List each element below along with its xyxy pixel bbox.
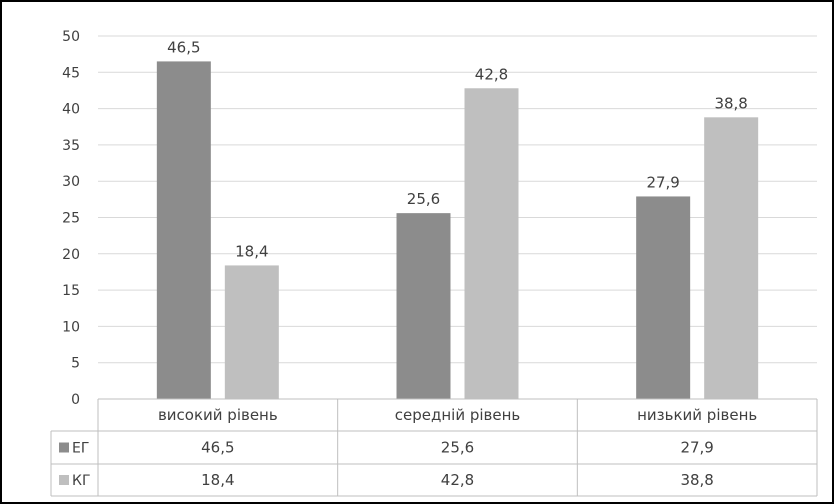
table-value: 46,5 bbox=[201, 439, 234, 457]
series-name: КГ bbox=[72, 473, 90, 489]
bar bbox=[156, 61, 211, 399]
y-tick-label: 35 bbox=[62, 138, 80, 154]
category-label: середній рівень bbox=[395, 406, 521, 424]
data-label: 42,8 bbox=[475, 65, 508, 83]
y-tick-label: 25 bbox=[62, 211, 80, 227]
y-tick-label: 30 bbox=[62, 174, 80, 190]
y-tick-label: 45 bbox=[62, 65, 80, 81]
y-tick-label: 15 bbox=[62, 283, 80, 299]
data-label: 18,4 bbox=[235, 242, 268, 260]
data-label: 25,6 bbox=[407, 190, 440, 208]
y-tick-label: 20 bbox=[62, 247, 80, 263]
bar bbox=[224, 265, 279, 399]
bar bbox=[704, 117, 759, 399]
bar bbox=[636, 196, 691, 399]
table-value: 38,8 bbox=[680, 471, 713, 489]
table-value: 27,9 bbox=[680, 439, 713, 457]
y-tick-label: 10 bbox=[62, 319, 80, 335]
legend-key bbox=[59, 442, 69, 453]
table-value: 18,4 bbox=[201, 471, 234, 489]
bar bbox=[396, 213, 451, 399]
category-label: високий рівень bbox=[158, 406, 278, 424]
y-tick-label: 40 bbox=[62, 102, 80, 118]
category-label: низький рівень bbox=[637, 406, 757, 424]
legend-key bbox=[59, 475, 69, 485]
data-label: 38,8 bbox=[714, 94, 747, 112]
table-value: 25,6 bbox=[441, 439, 474, 457]
y-tick-label: 50 bbox=[62, 29, 80, 45]
y-tick-label: 0 bbox=[71, 392, 80, 408]
table-value: 42,8 bbox=[441, 471, 474, 489]
bar bbox=[464, 88, 519, 399]
data-label: 27,9 bbox=[646, 173, 679, 191]
y-tick-label: 5 bbox=[71, 356, 80, 372]
series-name: ЕГ bbox=[72, 441, 89, 457]
data-label: 46,5 bbox=[167, 38, 200, 56]
